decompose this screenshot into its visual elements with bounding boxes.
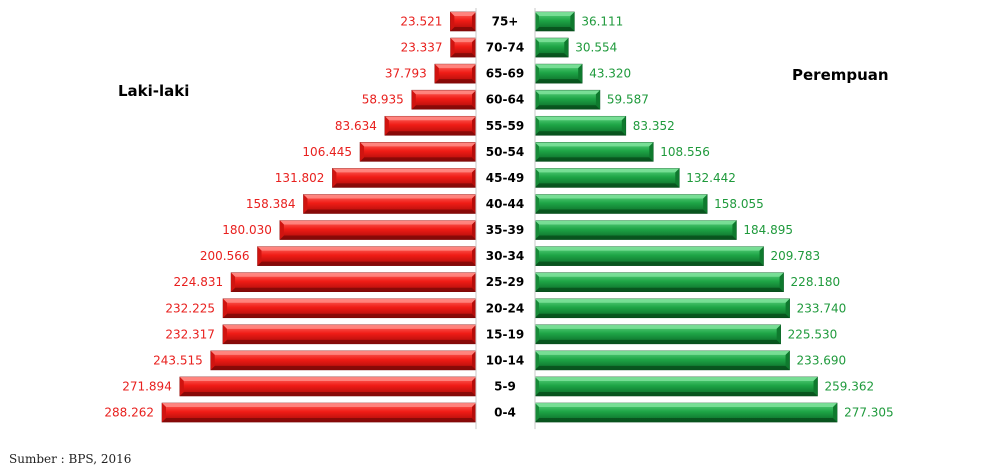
male-bar-25-29 [230, 272, 477, 293]
age-group-label: 40-44 [486, 197, 524, 211]
male-bar-20-24 [222, 298, 477, 319]
male-bar-10-14 [210, 350, 477, 371]
age-group-label: 50-54 [486, 145, 524, 159]
male-value-label: 131.802 [275, 171, 325, 185]
male-bar-30-34 [257, 246, 477, 266]
age-group-label: 45-49 [486, 171, 524, 185]
female-value-label: 277.305 [844, 406, 894, 420]
male-value-label: 106.445 [302, 145, 352, 159]
female-value-label: 59.587 [607, 93, 649, 107]
female-value-label: 233.740 [797, 301, 847, 315]
female-value-label: 43.320 [589, 67, 631, 81]
male-value-label: 243.515 [153, 353, 203, 367]
male-value-label: 288.262 [104, 406, 154, 420]
age-group-label: 65-69 [486, 67, 524, 81]
male-series-title: Laki-laki [118, 82, 189, 100]
male-bar-50-54 [359, 142, 477, 162]
male-bar-35-39 [279, 220, 477, 240]
male-bar-70-74 [450, 37, 477, 58]
female-bar-40-44 [534, 194, 708, 214]
female-value-label: 36.111 [581, 15, 623, 29]
male-bar-5-9 [179, 376, 477, 397]
female-bar-25-29 [534, 272, 784, 293]
age-group-label: 20-24 [486, 301, 524, 315]
female-value-label: 108.556 [660, 145, 710, 159]
female-value-label: 158.055 [714, 197, 764, 211]
age-group-label: 10-14 [486, 353, 524, 367]
female-bar-75+ [534, 11, 575, 32]
bars-group: 288.262 0-4 277.305 271.894 5-9 259.362 243.51… [104, 8, 894, 430]
male-bar-55-59 [384, 115, 477, 136]
age-group-label: 35-39 [486, 223, 524, 237]
female-bar-70-74 [534, 37, 569, 58]
female-value-label: 30.554 [575, 41, 617, 55]
female-value-label: 228.180 [791, 275, 841, 289]
male-value-label: 271.894 [122, 379, 172, 393]
male-bar-65-69 [434, 63, 477, 84]
female-bar-10-14 [534, 350, 790, 371]
male-bar-40-44 [303, 194, 477, 214]
female-value-label: 225.530 [788, 327, 838, 341]
age-group-label: 30-34 [486, 249, 524, 263]
female-bar-60-64 [534, 89, 601, 110]
age-group-label: 60-64 [486, 93, 524, 107]
male-value-label: 232.317 [165, 327, 215, 341]
female-value-label: 132.442 [686, 171, 736, 185]
female-bar-5-9 [534, 376, 818, 397]
male-value-label: 23.521 [400, 15, 442, 29]
male-value-label: 224.831 [173, 275, 223, 289]
source-note: Sumber : BPS, 2016 [9, 452, 132, 466]
age-group-label: 15-19 [486, 327, 524, 341]
female-value-label: 184.895 [743, 223, 793, 237]
female-bar-50-54 [534, 142, 654, 162]
female-bar-45-49 [534, 168, 680, 188]
female-series-title: Perempuan [792, 66, 889, 84]
female-bar-35-39 [534, 220, 737, 240]
age-group-label: 55-59 [486, 119, 524, 133]
female-bar-55-59 [534, 115, 627, 136]
male-value-label: 58.935 [362, 93, 404, 107]
male-value-label: 158.384 [246, 197, 296, 211]
male-bar-60-64 [411, 89, 477, 110]
age-group-label: 5-9 [494, 379, 516, 393]
male-value-label: 37.793 [385, 67, 427, 81]
male-bar-75+ [450, 11, 477, 32]
female-bar-30-34 [534, 246, 764, 266]
female-value-label: 83.352 [633, 119, 675, 133]
age-group-label: 0-4 [494, 406, 516, 420]
male-bar-15-19 [222, 324, 477, 345]
male-value-label: 200.566 [200, 249, 250, 263]
female-bar-0-4 [534, 402, 838, 423]
age-group-label: 70-74 [486, 41, 524, 55]
female-bar-15-19 [534, 324, 781, 345]
male-value-label: 180.030 [222, 223, 272, 237]
male-value-label: 232.225 [165, 301, 215, 315]
female-value-label: 233.690 [797, 353, 847, 367]
female-bar-65-69 [534, 63, 583, 84]
age-group-label: 75+ [492, 15, 519, 29]
male-value-label: 23.337 [401, 41, 443, 55]
male-bar-0-4 [161, 402, 477, 423]
female-value-label: 209.783 [771, 249, 821, 263]
age-group-label: 25-29 [486, 275, 524, 289]
male-value-label: 83.634 [335, 119, 377, 133]
male-bar-45-49 [332, 168, 477, 188]
female-value-label: 259.362 [825, 379, 875, 393]
female-bar-20-24 [534, 298, 790, 319]
